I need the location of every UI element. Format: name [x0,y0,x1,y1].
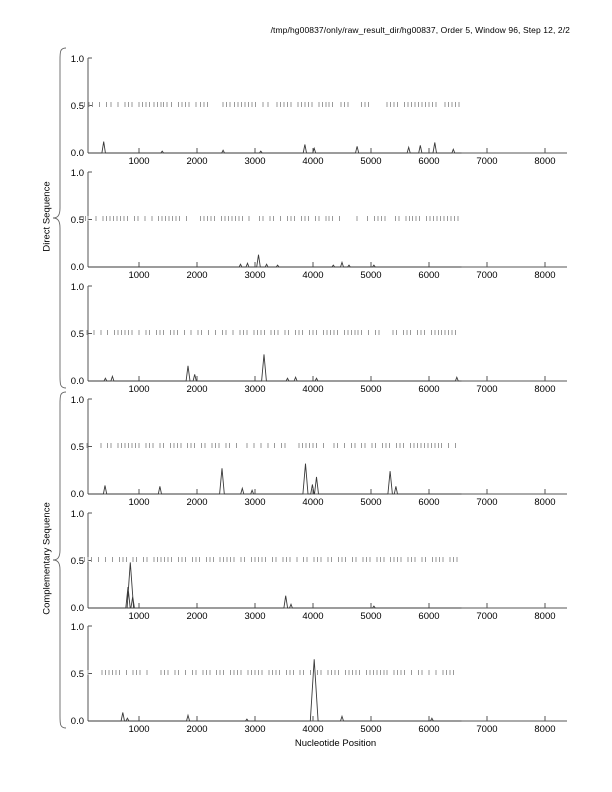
x-tick-label: 1000 [128,270,149,281]
signal-line [88,141,462,154]
subplot-6: 1000 2000 3000 4000 5000 6000 7000 8000 0.0 0.5 1.… [71,622,567,735]
x-tick-label: 5000 [360,497,381,508]
signal-line [88,354,462,382]
x-tick-label: 5000 [360,724,381,735]
y-tick-label: 1.0 [71,168,84,179]
x-tick-label: 6000 [418,384,439,395]
x-tick-label: 3000 [244,611,265,622]
curly-brace [52,391,67,729]
x-tick-label: 3000 [244,724,265,735]
x-tick-label: 7000 [476,384,497,395]
x-tick-label: 2000 [186,611,207,622]
y-tick-label: 0.5 [71,101,84,112]
y-tick-label: 0.0 [71,262,84,273]
y-tick-label: 0.5 [71,215,84,226]
x-tick-label: 6000 [418,156,439,167]
x-tick-label: 1000 [128,611,149,622]
x-tick-label: 4000 [302,497,323,508]
x-tick-label: 4000 [302,156,323,167]
x-tick-label: 6000 [418,611,439,622]
x-tick-label: 1000 [128,497,149,508]
x-tick-label: 5000 [360,270,381,281]
x-tick-label: 8000 [534,156,555,167]
y-tick-label: 0.0 [71,148,84,159]
subplot-2: 1000 2000 3000 4000 5000 6000 7000 8000 0.0 0.5 1.… [71,168,567,281]
x-tick-label: 7000 [476,497,497,508]
figure-title: /tmp/hg00837/only/raw_result_dir/hg00837… [270,25,570,35]
x-tick-label: 2000 [186,724,207,735]
y-tick-label: 0.5 [71,556,84,567]
x-tick-label: 8000 [534,724,555,735]
x-tick-label: 4000 [302,611,323,622]
x-tick-label: 5000 [360,384,381,395]
x-tick-label: 3000 [244,497,265,508]
x-tick-label: 1000 [128,384,149,395]
x-tick-label: 3000 [244,384,265,395]
x-tick-label: 7000 [476,270,497,281]
subplot-5: 1000 2000 3000 4000 5000 6000 7000 8000 0.0 0.5 1.… [71,509,567,622]
x-tick-label: 7000 [476,156,497,167]
y-tick-label: 1.0 [71,622,84,633]
x-tick-label: 7000 [476,724,497,735]
x-tick-label: 3000 [244,270,265,281]
x-tick-label: 8000 [534,384,555,395]
y-tick-label: 0.5 [71,329,84,340]
signal-line [88,463,462,495]
x-tick-label: 5000 [360,156,381,167]
x-tick-label: 2000 [186,384,207,395]
x-tick-label: 2000 [186,497,207,508]
signal-line [88,562,462,609]
curly-brace [52,47,67,389]
x-tick-label: 4000 [302,384,323,395]
x-tick-label: 8000 [534,270,555,281]
x-tick-label: 4000 [302,724,323,735]
signal-line [88,659,462,722]
x-axis-label: Nucleotide Position [294,738,377,749]
signal-line [88,254,462,268]
x-tick-label: 8000 [534,497,555,508]
x-tick-label: 6000 [418,497,439,508]
y-tick-label: 0.0 [71,489,84,500]
y-tick-label: 1.0 [71,54,84,65]
x-tick-label: 6000 [418,270,439,281]
x-tick-label: 7000 [476,611,497,622]
y-tick-label: 1.0 [71,395,84,406]
x-tick-label: 1000 [128,724,149,735]
y-tick-label: 1.0 [71,509,84,520]
y-tick-label: 0.0 [71,716,84,727]
x-tick-label: 6000 [418,724,439,735]
subplot-4: 1000 2000 3000 4000 5000 6000 7000 8000 0.0 0.5 1.… [71,395,567,508]
x-tick-label: 4000 [302,270,323,281]
y-tick-label: 0.0 [71,376,84,387]
y-tick-label: 0.5 [71,669,84,680]
x-tick-label: 2000 [186,156,207,167]
x-tick-label: 5000 [360,611,381,622]
group-braces [52,47,67,729]
subplot-3: 1000 2000 3000 4000 5000 6000 7000 8000 0.0 0.5 1.… [71,282,567,395]
y-tick-label: 0.5 [71,442,84,453]
x-tick-label: 8000 [534,611,555,622]
y-tick-label: 0.0 [71,603,84,614]
x-tick-label: 3000 [244,156,265,167]
x-tick-label: 1000 [128,156,149,167]
subplot-1: 1000 2000 3000 4000 5000 6000 7000 8000 0.0 0.5 1.… [71,54,567,167]
y-tick-label: 1.0 [71,282,84,293]
x-tick-label: 2000 [186,270,207,281]
